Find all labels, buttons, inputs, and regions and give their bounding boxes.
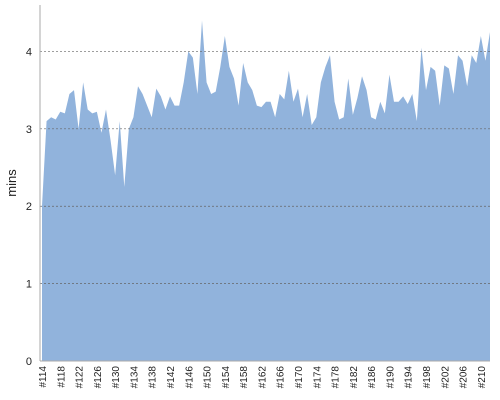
x-tick-label: #150: [203, 366, 214, 389]
x-tick-label: #130: [111, 366, 122, 389]
y-tick-label: 1: [26, 279, 32, 291]
x-tick-label: #194: [404, 366, 415, 389]
x-tick-label: #206: [459, 366, 470, 389]
y-tick-label: 2: [26, 201, 32, 213]
x-tick-label: #114: [38, 366, 49, 388]
x-tick-label: #182: [349, 366, 360, 389]
x-tick-label: #158: [239, 366, 250, 389]
x-tick-label: #202: [440, 366, 451, 389]
y-tick-label: 3: [26, 124, 32, 136]
y-tick-label: 0: [26, 356, 32, 368]
x-tick-label: #138: [148, 366, 159, 389]
x-tick-label: #170: [294, 366, 305, 389]
x-tick-label: #126: [93, 366, 104, 389]
x-tick-label: #118: [56, 366, 67, 388]
x-tick-label: #146: [184, 366, 195, 389]
x-tick-label: #178: [331, 366, 342, 389]
y-tick-label: 4: [26, 46, 32, 58]
x-tick-label: #142: [166, 366, 177, 389]
x-tick-label: #162: [257, 366, 268, 389]
x-tick-label: #154: [221, 366, 232, 389]
x-tick-label: #134: [129, 366, 140, 389]
y-axis-label: mins: [4, 169, 19, 197]
x-tick-label: #186: [367, 366, 378, 389]
x-tick-label: #174: [312, 366, 323, 389]
area: [42, 20, 490, 361]
x-tick-label: #166: [276, 366, 287, 389]
x-tick-label: #198: [422, 366, 433, 389]
x-tick-label: #122: [75, 366, 86, 389]
x-tick-label: #190: [385, 366, 396, 389]
x-tick-label: #210: [477, 366, 488, 389]
